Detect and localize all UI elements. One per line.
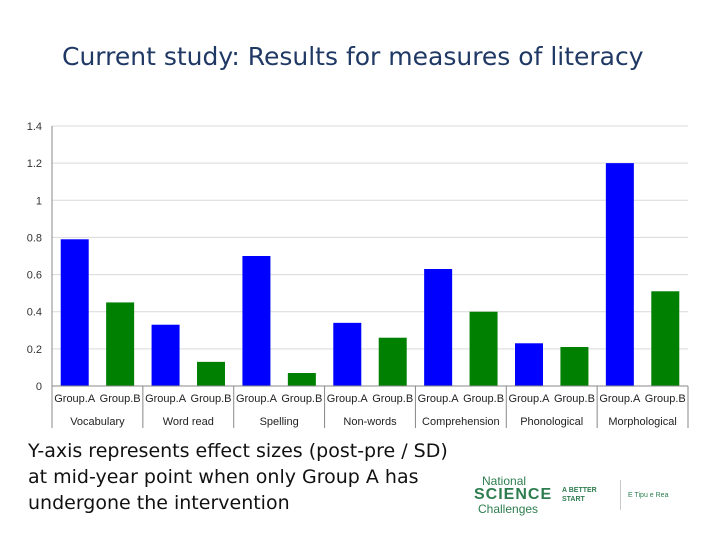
bar-word-read-group-b xyxy=(197,361,225,386)
x-category-label: Non-words xyxy=(343,416,397,428)
bar-non-words-group-b xyxy=(378,337,407,386)
x-category-label: Vocabulary xyxy=(70,416,125,428)
x-subcategory-label: Group.A xyxy=(236,393,278,405)
x-subcategory-label: Group.B xyxy=(554,393,595,405)
bar-morphological-group-b xyxy=(651,291,680,386)
logo-a-better-start: A BETTER START xyxy=(562,487,597,503)
x-subcategory-label: Group.A xyxy=(327,393,369,405)
x-category-label: Word read xyxy=(163,416,214,428)
bar-comprehension-group-a xyxy=(424,269,453,386)
bar-non-words-group-a xyxy=(333,322,362,386)
x-subcategory-label: Group.B xyxy=(191,393,232,405)
bar-spelling-group-a xyxy=(242,256,271,386)
x-subcategory-label: Group.B xyxy=(463,393,504,405)
bar-phonological-group-b xyxy=(560,347,589,386)
bar-phonological-group-a xyxy=(515,343,543,386)
x-subcategory-label: Group.B xyxy=(100,393,141,405)
x-subcategory-label: Group.A xyxy=(418,393,460,405)
x-subcategory-label: Group.B xyxy=(645,393,686,405)
x-category-label: Comprehension xyxy=(422,416,500,428)
sponsor-logos: National SCIENCE Challenges A BETTER STA… xyxy=(470,466,720,526)
x-subcategory-label: Group.B xyxy=(281,393,322,405)
y-tick-label: 0.6 xyxy=(27,270,42,282)
y-axis-ticks: 0 0.2 0.4 0.6 0.8 1 1.2 1.4 xyxy=(27,121,42,393)
logo-challenges-text: Challenges xyxy=(478,502,539,516)
bar-word-read-group-a xyxy=(151,324,180,386)
logo-divider xyxy=(620,480,621,510)
y-tick-label: 1.4 xyxy=(27,121,42,133)
x-subcategory-label: Group.A xyxy=(509,393,551,405)
x-subcategory-label: Group.A xyxy=(145,393,187,405)
gridlines xyxy=(52,125,688,350)
logo-national-text: National xyxy=(482,474,527,488)
page-title: Current study: Results for measures of l… xyxy=(62,42,644,71)
y-tick-label: 1 xyxy=(36,195,42,207)
x-category-label: Phonological xyxy=(520,416,583,428)
bars xyxy=(60,163,680,386)
y-tick-label: 0.8 xyxy=(27,232,42,244)
bar-vocabulary-group-a xyxy=(60,239,89,386)
bar-spelling-group-b xyxy=(287,373,316,386)
x-subcategory-label: Group.B xyxy=(372,393,413,405)
y-tick-label: 1.2 xyxy=(27,158,42,170)
logo-science-text: SCIENCE xyxy=(474,486,553,503)
bar-vocabulary-group-b xyxy=(106,302,135,386)
y-tick-label: 0.4 xyxy=(27,307,42,319)
x-category-label: Morphological xyxy=(608,416,676,428)
x-category-label: Spelling xyxy=(260,416,299,428)
y-tick-label: 0 xyxy=(36,381,42,393)
x-subcategory-label: Group.A xyxy=(54,393,96,405)
logo-maori-text: E Tipu e Rea xyxy=(628,492,669,499)
bar-comprehension-group-b xyxy=(469,311,498,386)
y-tick-label: 0.2 xyxy=(27,344,42,356)
bar-morphological-group-a xyxy=(605,163,634,386)
x-subcategory-label: Group.A xyxy=(599,393,641,405)
chart-caption: Y-axis represents effect sizes (post-pre… xyxy=(28,440,448,514)
